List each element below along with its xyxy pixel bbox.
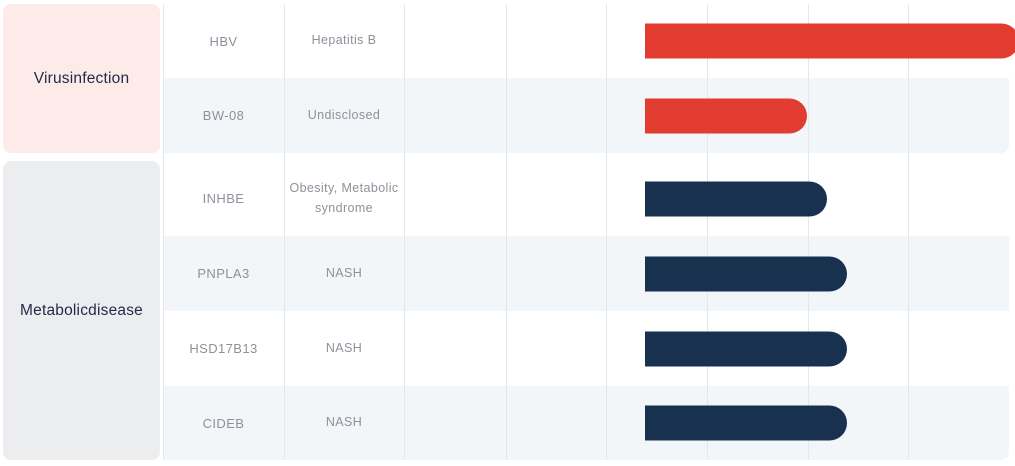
target-name: BW-08 bbox=[202, 108, 245, 123]
bar-zone bbox=[404, 311, 1009, 386]
indication: NASH bbox=[325, 340, 363, 355]
category-block-virus-infection: Virusinfection bbox=[3, 4, 160, 153]
grid-line bbox=[163, 4, 164, 460]
category-label: Metabolicdisease bbox=[20, 301, 143, 319]
indication: Obesity, Metabolic syndrome bbox=[289, 181, 399, 215]
grid-line bbox=[707, 4, 708, 460]
pipeline-bar bbox=[645, 181, 827, 216]
table-row: BW-08 Undisclosed bbox=[163, 78, 1009, 153]
indication: NASH bbox=[325, 415, 363, 430]
target-name: INHBE bbox=[202, 191, 245, 206]
table-row: PNPLA3 NASH bbox=[163, 236, 1009, 311]
target-name: HBV bbox=[209, 33, 238, 49]
target-name: CIDEB bbox=[202, 415, 245, 431]
bar-zone bbox=[404, 236, 1009, 311]
bar-zone bbox=[404, 161, 1009, 236]
bar-zone bbox=[404, 4, 1015, 78]
pipeline-bar bbox=[645, 23, 1015, 59]
pipeline-bar bbox=[645, 256, 847, 291]
table-row: HBV Hepatitis B bbox=[163, 4, 1015, 78]
grid-line bbox=[908, 4, 909, 460]
category-label: Virusinfection bbox=[33, 69, 130, 87]
pipeline-bar bbox=[645, 98, 807, 133]
category-block-metabolic-disease: Metabolicdisease bbox=[3, 161, 160, 460]
grid-line bbox=[808, 4, 809, 460]
table-row: INHBE Obesity, Metabolic syndrome bbox=[163, 161, 1009, 236]
table-row: CIDEB NASH bbox=[163, 386, 1009, 460]
grid-line bbox=[506, 4, 507, 460]
pipeline-bar bbox=[645, 331, 847, 366]
bar-zone bbox=[404, 386, 1009, 460]
grid-line bbox=[606, 4, 607, 460]
target-name: PNPLA3 bbox=[197, 266, 250, 281]
target-name: HSD17B13 bbox=[189, 341, 258, 356]
indication: NASH bbox=[325, 265, 363, 280]
grid-line bbox=[404, 4, 405, 460]
indication: Undisclosed bbox=[307, 107, 381, 122]
pipeline-bar bbox=[645, 405, 847, 441]
bar-zone bbox=[404, 78, 1009, 153]
table-row: HSD17B13 NASH bbox=[163, 311, 1009, 386]
grid-line bbox=[284, 4, 285, 460]
indication: Hepatitis B bbox=[311, 33, 377, 48]
